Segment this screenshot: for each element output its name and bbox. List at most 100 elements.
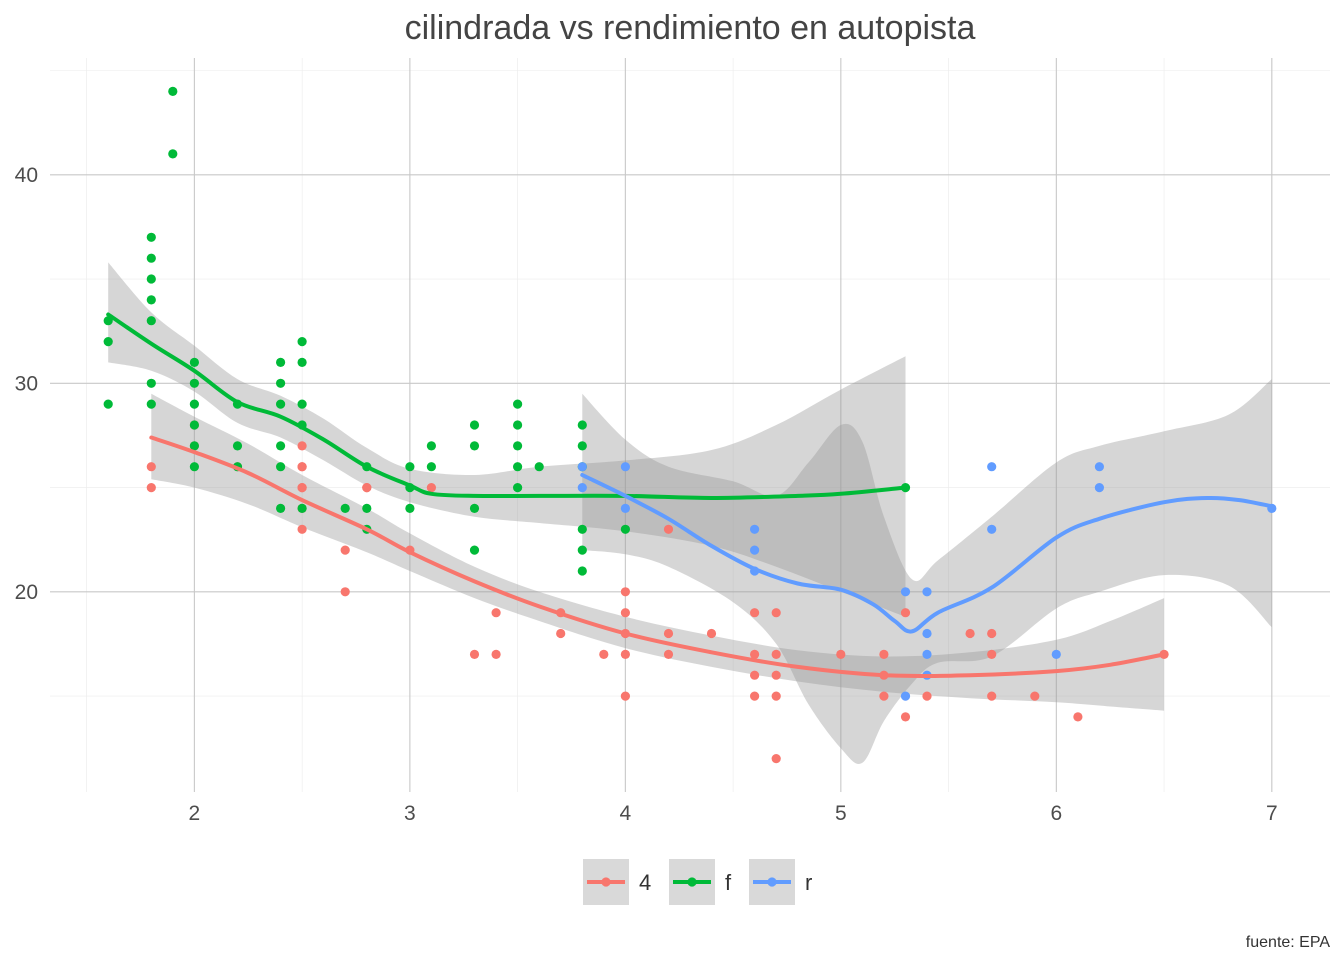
point-f-21 [276, 357, 286, 367]
point-f-28 [297, 357, 307, 367]
point-4-25 [620, 649, 631, 660]
point-4-11 [297, 441, 307, 451]
point-4-18 [491, 649, 501, 660]
point-4-35 [771, 608, 781, 618]
legend-label-4: 4 [639, 870, 651, 895]
point-4-33 [750, 670, 760, 680]
y-tick-label-30: 30 [15, 372, 38, 395]
point-4-16 [469, 649, 480, 660]
point-f-48 [513, 462, 523, 472]
point-f-46 [513, 420, 523, 430]
point-4-20 [556, 628, 566, 639]
point-r-3 [620, 503, 631, 513]
point-f-34 [362, 503, 372, 513]
point-4-51 [1030, 691, 1040, 701]
point-f-3 [146, 232, 156, 242]
point-f-26 [276, 503, 286, 513]
point-4-23 [620, 608, 631, 618]
point-f-23 [276, 399, 286, 409]
point-f-41 [469, 420, 480, 430]
point-f-2 [103, 399, 113, 409]
point-4-1 [146, 483, 156, 493]
point-4-6 [297, 524, 307, 534]
point-4-5 [297, 483, 307, 493]
point-f-44 [469, 545, 480, 555]
y-tick-label-20: 20 [15, 581, 38, 604]
point-f-55 [577, 545, 587, 555]
point-f-56 [577, 566, 587, 576]
point-4-27 [663, 524, 674, 534]
point-f-29 [297, 399, 307, 409]
point-f-51 [577, 420, 587, 430]
point-4-34 [750, 691, 760, 701]
smooth-lines [106, 312, 1274, 679]
point-r-13 [987, 462, 997, 472]
point-f-13 [189, 378, 199, 388]
point-4-17 [491, 608, 501, 618]
smooth-line-r [580, 473, 1274, 634]
legend-item-f: f [669, 859, 732, 905]
x-tick-label-3: 3 [404, 802, 416, 825]
data-points [103, 86, 1277, 764]
band-4 [151, 393, 1165, 711]
legend: 4 f r [583, 859, 812, 905]
legend-key-point-f [687, 877, 697, 887]
x-tick-label-4: 4 [620, 802, 632, 825]
point-f-54 [577, 524, 587, 534]
point-f-6 [146, 295, 156, 305]
point-f-7 [146, 316, 156, 326]
point-f-45 [513, 399, 523, 409]
confidence-bands [108, 262, 1272, 764]
x-tick-label-2: 2 [189, 802, 201, 825]
point-f-4 [146, 253, 156, 263]
legend-item-4: 4 [583, 859, 651, 905]
point-4-37 [771, 670, 781, 680]
point-4-32 [750, 649, 760, 660]
point-4-28 [663, 628, 674, 639]
x-tick-label-7: 7 [1266, 802, 1278, 825]
chart-caption: fuente: EPA [1246, 934, 1331, 951]
legend-key-point-4 [601, 877, 611, 887]
point-4-15 [426, 483, 436, 493]
point-r-2 [620, 462, 631, 472]
point-f-57 [620, 524, 631, 534]
point-f-39 [426, 441, 436, 451]
point-f-24 [276, 441, 286, 451]
smooth-line-4 [149, 435, 1167, 679]
point-f-22 [276, 378, 286, 388]
point-f-52 [577, 441, 587, 451]
point-4-47 [965, 628, 975, 639]
point-4-38 [771, 691, 781, 701]
point-f-17 [189, 462, 199, 472]
point-4-54 [340, 545, 350, 555]
point-f-36 [405, 462, 415, 472]
point-r-8 [900, 691, 911, 701]
point-f-43 [469, 503, 480, 513]
band-f [108, 262, 906, 617]
point-f-11 [168, 149, 178, 159]
point-r-4 [750, 524, 760, 534]
point-f-10 [168, 86, 178, 96]
point-4-39 [771, 754, 781, 764]
point-4-52 [1073, 712, 1083, 722]
y-tick-label-40: 40 [15, 164, 38, 187]
legend-label-f: f [725, 870, 732, 895]
point-f-14 [189, 399, 199, 409]
band-r [582, 379, 1272, 764]
point-f-49 [513, 483, 523, 493]
point-4-36 [771, 649, 781, 660]
point-f-19 [232, 441, 243, 451]
legend-item-r: r [749, 859, 812, 905]
point-4-10 [297, 462, 307, 472]
point-r-5 [750, 545, 760, 555]
point-4-49 [987, 649, 997, 660]
point-4-21 [599, 649, 609, 660]
point-r-16 [1094, 462, 1104, 472]
point-f-12 [189, 357, 199, 367]
point-f-9 [146, 399, 156, 409]
point-r-1 [577, 483, 587, 493]
point-4-26 [620, 691, 631, 701]
point-f-1 [103, 337, 113, 347]
point-r-10 [922, 628, 932, 639]
